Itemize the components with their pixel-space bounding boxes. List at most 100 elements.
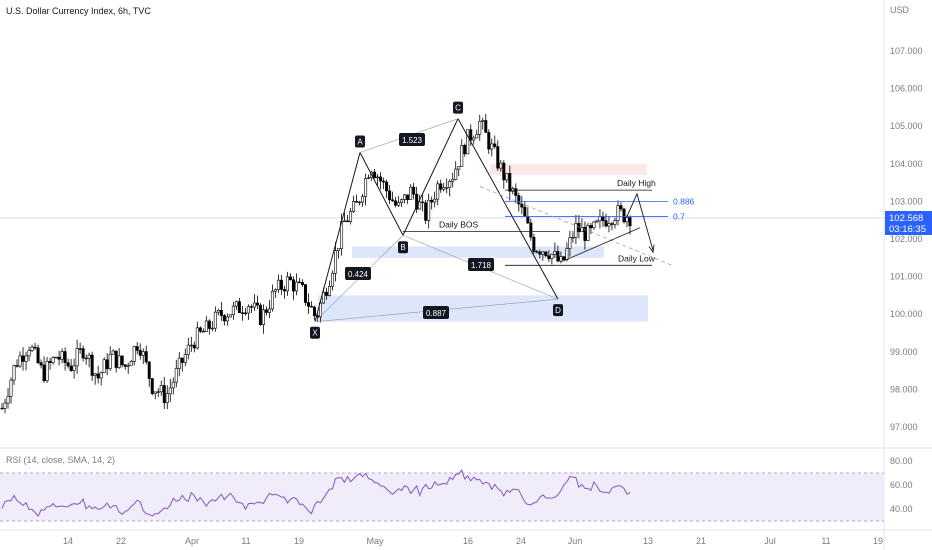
candle-body [99,372,103,379]
candle-body [30,346,34,351]
candle-body [628,217,632,227]
candle-body [529,222,533,238]
candle-body [556,251,560,262]
candle-body [508,173,512,192]
candle-body [201,330,205,333]
time-tick: Apr [185,536,199,546]
candle-body [156,391,160,393]
candle-body [613,220,617,225]
candle-body [400,199,404,203]
candle-body [406,194,410,200]
time-axis[interactable]: 14 22 Apr 11 19 May 16 24 Jun 13 21 Jul 11 19 [63,536,883,546]
candle-body [343,220,347,223]
candle-body [120,355,124,366]
candle-body [252,302,256,308]
pattern-leg [359,152,404,236]
candle-body [379,176,383,182]
candle-body [334,250,338,274]
price-tick: 98.000 [890,384,918,394]
candle-body [303,284,307,303]
time-tick: 24 [516,536,526,546]
candle-body [499,162,503,169]
candle-body [484,120,488,133]
candle-body [165,393,169,404]
candle-body [258,304,262,325]
candle-body [180,357,184,363]
candle-body [454,168,458,180]
candle-body [376,176,380,179]
candle-body [514,188,518,196]
candle-body [102,359,106,374]
pattern-leg [402,118,459,236]
candle-body [574,222,578,238]
time-tick: 14 [63,536,73,546]
candle-body [433,198,437,203]
candle-body [604,220,608,227]
candle-body [460,145,464,167]
point-badge [310,326,320,339]
candle-body [213,311,217,329]
candle-body [586,225,590,241]
price-tick: 104.000 [890,159,923,169]
candle-countdown: 03:16:35 [889,224,926,235]
candle-body [45,361,49,382]
candle-body [337,248,341,252]
fib-07-label: 0.7 [673,211,685,221]
candle-body [282,289,286,292]
candle-body [535,251,539,253]
candle-body [436,183,440,200]
candle-body [294,281,298,292]
candle-body [388,190,392,201]
candle-body [69,365,73,371]
time-tick: Jul [764,536,776,546]
candle-body [21,355,25,362]
candle-body [391,199,395,202]
candle-body [352,201,356,212]
candle-body [331,272,335,287]
time-tick: 21 [696,536,706,546]
candle-body [81,348,85,359]
candle-body [0,407,4,410]
candle-body [385,181,389,192]
candle-body [240,312,244,314]
candle-body [616,205,620,221]
price-axis[interactable]: 107.000 106.000 105.000 104.000 103.000 102.0… [890,46,923,432]
candle-body [246,306,250,314]
candle-body [207,320,211,329]
candle-body [622,208,626,223]
candle-body [285,276,289,292]
candle-body [264,309,268,313]
chart-title: U.S. Dollar Currency Index, 6h, TVC [6,6,151,16]
candle-body [598,216,602,222]
candle-body [306,302,310,307]
candle-body [439,183,443,190]
point-label-B: B [400,243,405,252]
candle-body [198,327,202,332]
candle-body [168,387,172,395]
candle-body [171,381,175,389]
candle-body [466,129,470,155]
candle-body [361,196,365,203]
candle-body [87,354,91,359]
candle-body [595,220,599,223]
candle-body [300,282,304,285]
candle-body [72,365,76,371]
rsi-line [1,469,631,517]
candle-body [442,187,446,190]
candle-body [325,291,329,296]
candle-body [568,237,572,249]
point-badge [553,304,563,317]
candle-body [349,211,353,222]
price-tick: 97.000 [890,422,918,432]
candle-body [216,309,220,313]
candle-body [225,316,229,322]
candle-body [544,251,548,257]
candle-body [129,361,133,366]
point-badge [453,101,463,114]
target-zone [318,295,648,322]
candle-body [192,344,196,349]
candle-body [496,146,500,169]
candle-body [33,346,37,349]
price-tick: 99.000 [890,347,918,357]
